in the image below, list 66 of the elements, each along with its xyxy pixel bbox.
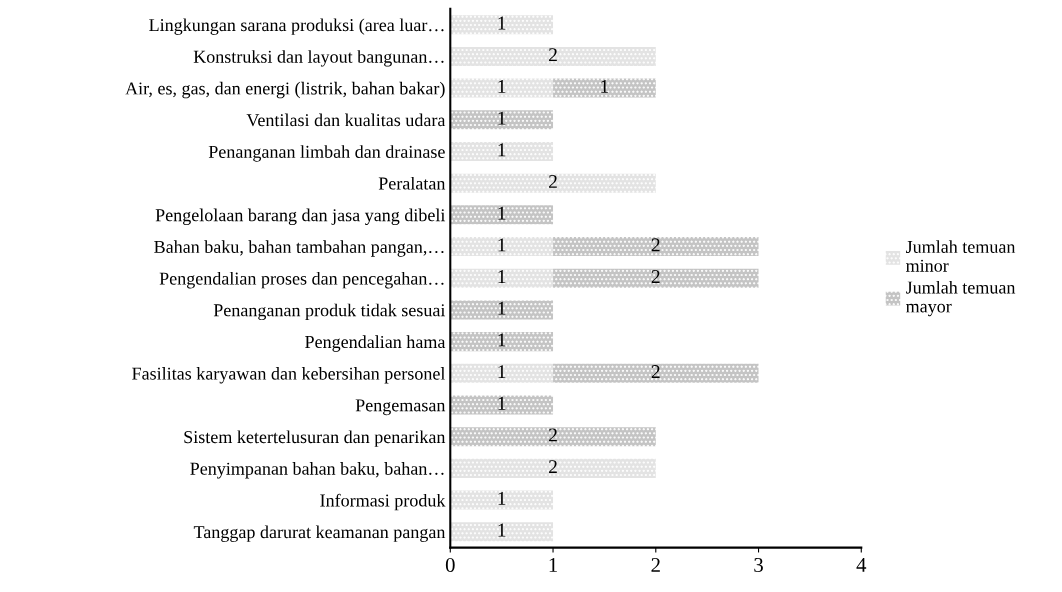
bar — [450, 522, 554, 542]
bar — [450, 490, 554, 510]
data-label: 1 — [498, 396, 506, 410]
data-label: 1 — [498, 238, 506, 252]
data-label: 1 — [498, 270, 506, 283]
y-tick-label: Air, es, gas, dan energi (listrik, bahan bakar) — [125, 81, 445, 99]
y-tick-label: Pengendalian hama — [305, 335, 446, 352]
data-label: 2 — [651, 270, 660, 283]
y-tick-label: Pengemasan — [355, 399, 446, 416]
y-tick-label: Penanganan produk tidak sesuai — [213, 303, 446, 321]
bar — [553, 237, 759, 257]
bar — [450, 332, 554, 352]
bar — [450, 110, 554, 130]
data-label: 1 — [498, 301, 506, 315]
data-label: 1 — [498, 365, 506, 378]
y-tick-label: Bahan baku, bahan tambahan pangan,… — [154, 240, 444, 257]
y-tick-label: Tanggap darurat keamanan pangan — [193, 525, 446, 542]
data-label: 1 — [498, 333, 506, 347]
bar — [450, 205, 554, 225]
y-tick-label: Pengendalian proses dan pencegahan… — [159, 271, 444, 289]
data-label: 1 — [498, 79, 506, 93]
bar — [450, 363, 554, 383]
bar — [450, 237, 554, 257]
y-tick-label: Peralatan — [378, 176, 446, 190]
x-tick-label: 2 — [651, 557, 660, 572]
y-tick-label: Penanganan limbah dan drainase — [208, 145, 445, 162]
data-label: 1 — [498, 143, 506, 157]
bar — [450, 46, 656, 66]
data-label: 2 — [549, 428, 557, 442]
bar — [450, 458, 656, 478]
data-label: 2 — [651, 365, 660, 378]
x-tick-label: 1 — [549, 558, 557, 572]
y-tick-label: Informasi produk — [320, 493, 446, 511]
y-tick-label: Pengelolaan barang dan jasa yang dibeli — [155, 208, 446, 226]
bar — [450, 427, 656, 447]
data-label: 2 — [549, 48, 557, 62]
data-label: 1 — [498, 111, 506, 125]
legend-label: Jumlah temuan mayor — [905, 280, 1016, 317]
data-label: 1 — [498, 491, 506, 505]
bar — [553, 363, 759, 383]
bar — [450, 300, 554, 320]
bar — [450, 395, 554, 415]
data-label: 1 — [498, 16, 506, 30]
x-tick-label: 0 — [445, 557, 455, 572]
y-tick-label: Sistem ketertelusuran dan penarikan — [184, 430, 446, 447]
bar — [450, 173, 656, 193]
data-label: 2 — [651, 238, 660, 252]
bar — [450, 15, 554, 35]
bar — [553, 268, 759, 288]
data-label: 2 — [549, 174, 557, 188]
y-tick-label: Ventilasi dan kualitas udara — [246, 113, 446, 127]
x-tick-label: 3 — [754, 557, 763, 572]
y-tick-label: Lingkungan sarana produksi (area luar… — [149, 18, 444, 35]
legend-label: Jumlah temuan minor — [905, 240, 1016, 272]
y-tick-label: Fasilitas karyawan dan kebersihan personel — [132, 367, 446, 384]
bar — [450, 78, 554, 98]
data-label: 2 — [549, 460, 557, 474]
bar — [450, 268, 554, 288]
bar — [450, 141, 554, 161]
y-tick-label: Penyimpanan bahan baku, bahan… — [190, 462, 444, 479]
data-label: 1 — [601, 79, 609, 93]
data-label: 1 — [498, 523, 506, 537]
x-tick-label: 4 — [856, 558, 867, 572]
y-tick-label: Konstruksi dan layout bangunan… — [193, 50, 444, 67]
data-label: 1 — [498, 206, 506, 220]
bar — [553, 78, 656, 98]
